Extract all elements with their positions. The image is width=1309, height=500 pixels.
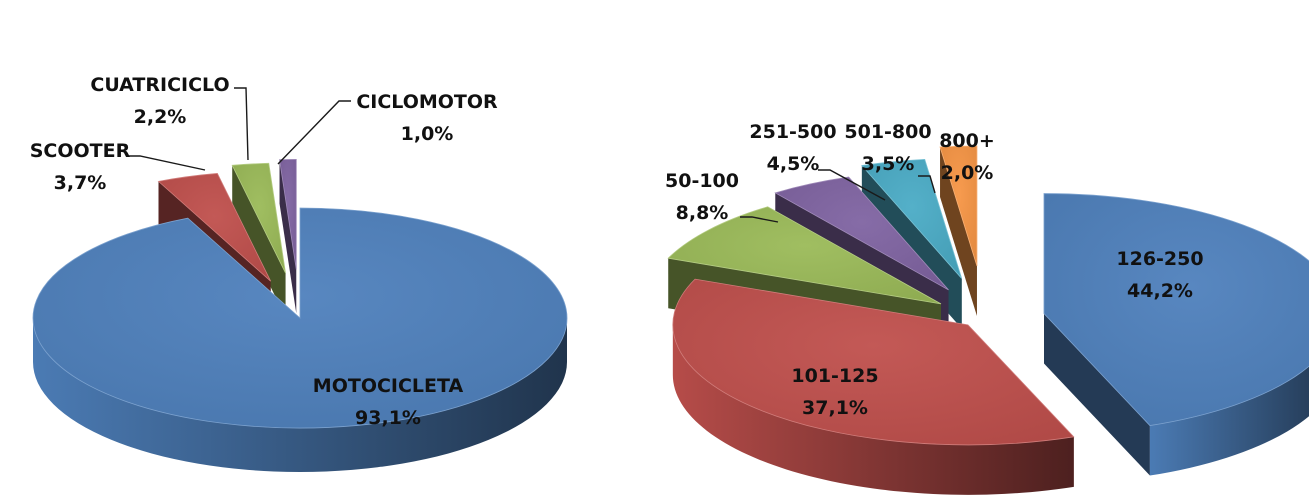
motocicleta-slice <box>32 207 568 429</box>
101-125-percent-label: 37,1% <box>802 397 868 419</box>
800-slice-cut-side <box>940 146 977 317</box>
251-500-category-label: 251-500 <box>749 121 836 143</box>
motocicleta-data-label: MOTOCICLETA 93,1% <box>313 375 464 429</box>
800-category-label: 800+ <box>939 130 995 152</box>
ciclomotor-slice <box>279 159 297 270</box>
501-800-category-label: 501-800 <box>844 121 931 143</box>
126-250-slice <box>1043 193 1309 426</box>
engine-size-pie-chart: 126-250 44,2% 101-125 37,1% 50-100 8,8% 251-50… <box>665 121 1309 495</box>
251-500-data-label: 251-500 4,5% <box>749 121 886 201</box>
motocicleta-percent-label: 93,1% <box>355 407 421 429</box>
scooter-percent-label: 3,7% <box>54 172 107 194</box>
50-100-category-label: 50-100 <box>665 170 739 192</box>
ciclomotor-leader-line <box>277 100 351 165</box>
scooter-data-label: SCOOTER 3,7% <box>30 140 206 194</box>
vehicle-type-pie-chart: MOTOCICLETA 93,1% SCOOTER 3,7% CUATRICICLO 2,… <box>30 74 568 472</box>
ciclomotor-slice-cut-side <box>279 159 297 314</box>
scooter-slice <box>157 173 272 282</box>
126-250-slice-cut-side <box>1043 313 1150 476</box>
126-250-data-label: 126-250 44,2% <box>1116 248 1203 302</box>
501-800-leader-line <box>918 175 936 194</box>
101-125-category-label: 101-125 <box>791 365 878 387</box>
scooter-category-label: SCOOTER <box>30 140 131 162</box>
cuatriciclo-slice <box>231 162 286 274</box>
101-125-slice-outer-side <box>672 324 1074 495</box>
50-100-percent-label: 8,8% <box>676 202 729 224</box>
101-125-slice <box>672 278 1075 446</box>
251-500-leader-line <box>818 169 886 201</box>
501-800-percent-label: 3,5% <box>862 153 915 175</box>
cuatriciclo-slice-cut-side <box>232 165 286 318</box>
800-data-label: 800+ 2,0% <box>939 130 995 184</box>
cuatriciclo-category-label: CUATRICICLO <box>90 74 229 96</box>
251-500-slice <box>774 176 949 291</box>
501-800-slice <box>861 158 963 279</box>
ciclomotor-category-label: CICLOMOTOR <box>356 91 498 113</box>
126-250-category-label: 126-250 <box>1116 248 1203 270</box>
800-slice <box>939 145 978 267</box>
126-250-percent-label: 44,2% <box>1127 280 1193 302</box>
ciclomotor-data-label: CICLOMOTOR 1,0% <box>277 91 498 165</box>
50-100-data-label: 50-100 8,8% <box>665 170 779 224</box>
800-percent-label: 2,0% <box>941 162 994 184</box>
126-250-slice-outer-side <box>1149 366 1309 476</box>
motocicleta-slice-outer-side <box>33 318 567 472</box>
motocicleta-category-label: MOTOCICLETA <box>313 375 464 397</box>
251-500-percent-label: 4,5% <box>767 153 820 175</box>
cuatriciclo-data-label: CUATRICICLO 2,2% <box>90 74 249 161</box>
cuatriciclo-percent-label: 2,2% <box>134 106 187 128</box>
scooter-leader-line <box>129 155 206 171</box>
50-100-leader-line <box>740 216 779 223</box>
101-125-data-label: 101-125 37,1% <box>791 365 878 419</box>
cuatriciclo-leader-line <box>234 87 249 161</box>
ciclomotor-percent-label: 1,0% <box>401 123 454 145</box>
501-800-data-label: 501-800 3,5% <box>844 121 936 194</box>
50-100-slice <box>667 206 942 305</box>
